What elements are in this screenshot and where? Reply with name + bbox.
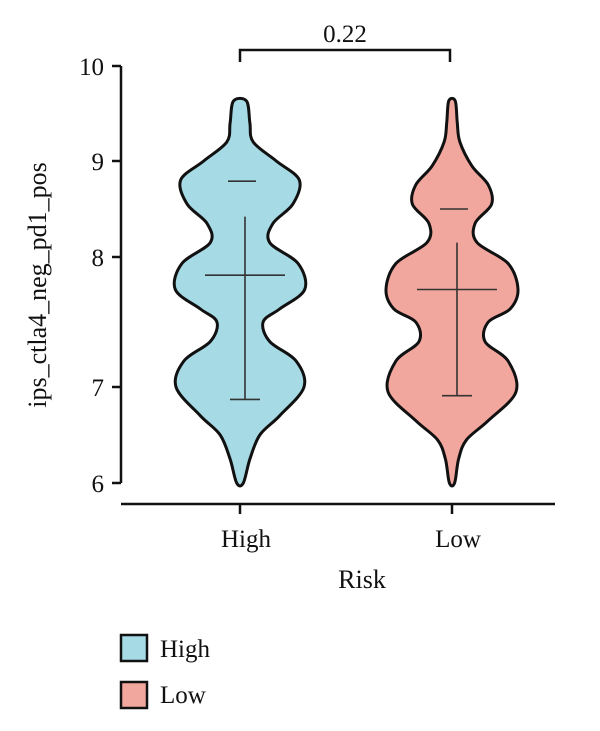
x-category-label: Low — [435, 526, 481, 553]
y-ticks: 6 7 8 9 10 — [79, 54, 121, 498]
violin-low — [384, 96, 520, 488]
violin-high — [172, 96, 308, 488]
legend-swatch-high — [119, 633, 149, 663]
legend: High Low — [119, 633, 211, 710]
y-axis-title: ips_ctla4_neg_pd1_pos — [23, 162, 52, 408]
violins — [172, 96, 520, 488]
p-value-label: 0.22 — [323, 21, 367, 48]
y-tick-label: 6 — [92, 471, 105, 498]
y-tick-label: 8 — [92, 245, 105, 272]
x-category-labels: High Low — [221, 504, 481, 553]
significance-bracket: 0.22 — [238, 21, 452, 62]
x-axis-title: Risk — [338, 565, 386, 594]
bracket-line — [238, 48, 452, 62]
x-category-label: High — [221, 526, 272, 553]
y-tick-label: 10 — [79, 54, 104, 81]
legend-label-high: High — [160, 636, 211, 663]
y-tick-label: 7 — [92, 375, 105, 402]
legend-label-low: Low — [160, 682, 206, 709]
y-tick-label: 9 — [92, 149, 105, 176]
legend-swatch-low — [119, 680, 149, 710]
